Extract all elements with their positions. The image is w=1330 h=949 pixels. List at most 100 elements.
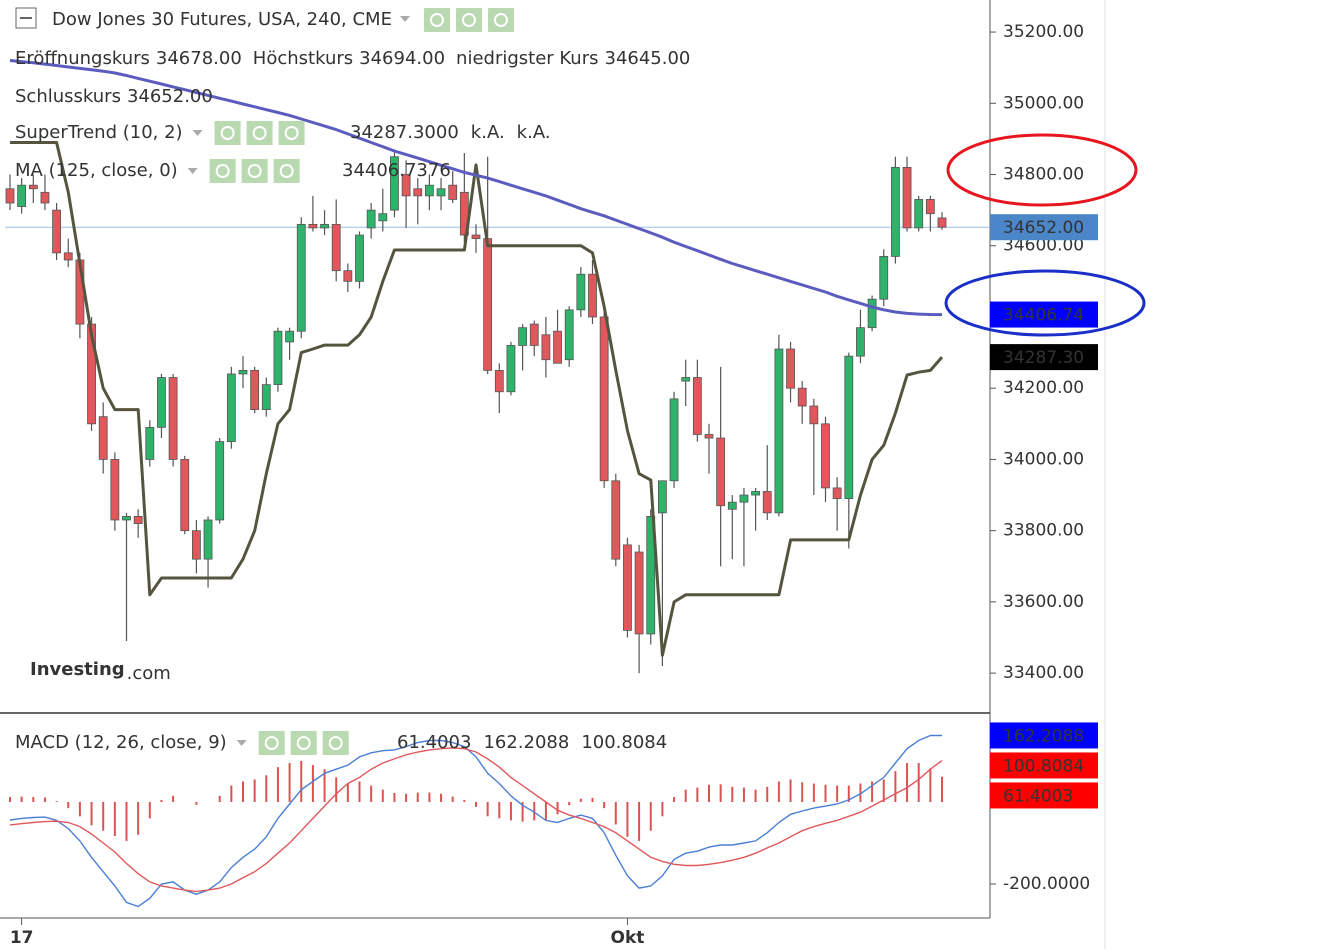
icon-glyph [296, 736, 311, 750]
candle-body [343, 270, 353, 282]
x-tick-label: Okt [611, 928, 645, 948]
candle-body [122, 516, 131, 521]
indicator-gear-button[interactable] [241, 159, 268, 183]
indicator-eye-button[interactable] [423, 8, 450, 32]
icon-glyph [264, 736, 279, 750]
icon-glyph [461, 13, 476, 27]
price-tag-label: 34406.74 [1003, 306, 1084, 326]
candle-body [494, 369, 504, 393]
candle-body [98, 416, 108, 460]
candle-body [704, 434, 714, 439]
legend-text: Höchstkurs [253, 48, 353, 69]
candle-body [331, 223, 341, 272]
candle-body [261, 384, 271, 410]
indicator-eye-button[interactable] [209, 159, 236, 183]
candle-body [238, 369, 248, 375]
candle-body [413, 188, 423, 197]
legend-text: k.A. [517, 122, 551, 143]
candle-body [17, 184, 27, 207]
indicator-gear-button[interactable] [290, 731, 317, 755]
indicator-eye-button[interactable] [214, 121, 241, 145]
macd-line [9, 747, 943, 893]
dropdown-arrow [236, 740, 247, 746]
candle-body [541, 334, 551, 361]
candle-body [63, 252, 73, 261]
candle-body [797, 387, 807, 407]
legend-text: 34652.00 [127, 86, 213, 107]
candle-body [658, 480, 667, 514]
y-tick-label: -200.0000 [1003, 874, 1090, 894]
candle-body [914, 199, 924, 229]
legend-text: Schlusskurs [15, 86, 121, 107]
candle-body [168, 377, 178, 460]
indicator-close-button[interactable] [278, 121, 305, 145]
candle-body [366, 209, 376, 229]
candle-body [133, 516, 143, 524]
candle-body [308, 223, 318, 229]
candle-body [355, 234, 364, 282]
candle-body [518, 327, 527, 346]
candle-body [285, 330, 295, 343]
candle-body [611, 480, 621, 560]
candle-body [739, 494, 749, 503]
icon-glyph [493, 13, 508, 27]
candle-body [588, 273, 597, 318]
candle-body [786, 348, 795, 389]
candle-body [646, 516, 656, 635]
value-tag-label: 100.8084 [1003, 756, 1084, 776]
candle-body [401, 174, 411, 197]
indicator-line [10, 141, 944, 657]
candle-body [40, 191, 50, 204]
value-tag [990, 782, 1098, 809]
y-tick-label: 34000.00 [1003, 449, 1084, 469]
candle-body [506, 345, 516, 393]
candle-body [28, 184, 38, 190]
candle-body [774, 348, 784, 514]
candle-body [250, 369, 260, 410]
watermark: .com [127, 663, 171, 684]
candle-body [378, 213, 388, 222]
highlight-ellipse [946, 133, 1138, 207]
legend-text: MACD (12, 26, close, 9) [15, 732, 227, 753]
candle-body [832, 487, 842, 500]
candle-body [821, 423, 830, 489]
candle-body [937, 217, 947, 228]
value-tag [990, 752, 1098, 779]
candle-body [867, 298, 877, 329]
indicator-close-button[interactable] [322, 731, 349, 755]
indicator-gear-button[interactable] [246, 121, 273, 145]
highlight-ellipse [944, 269, 1146, 337]
indicator-close-button[interactable] [273, 159, 300, 183]
candle-body [226, 373, 236, 443]
candle-body [553, 330, 562, 364]
candle-body [448, 184, 458, 200]
candle-body [634, 551, 644, 635]
indicator-eye-button[interactable] [258, 731, 285, 755]
candle-body [681, 377, 691, 382]
dropdown-arrow [187, 168, 198, 174]
legend-text: 34645.00 [605, 48, 691, 69]
legend-text: 100.8084 [581, 732, 667, 753]
candle-body [145, 426, 155, 460]
icon-glyph [220, 126, 235, 140]
candle-body [576, 273, 586, 311]
candle-body [390, 156, 399, 211]
legend-text: 61.4003 [397, 732, 471, 753]
value-tag-label: 162.2088 [1003, 726, 1084, 746]
x-tick-label: 17 [10, 928, 34, 948]
indicator-close-button[interactable] [487, 8, 514, 32]
candle-body [471, 234, 481, 240]
watermark: Investing [30, 659, 125, 680]
icon-glyph [279, 164, 294, 178]
indicator-gear-button[interactable] [455, 8, 482, 32]
legend-text: 34406.7376 [342, 160, 451, 181]
candle-body [180, 459, 190, 532]
candle-body [203, 519, 213, 560]
candle-body [891, 166, 900, 257]
candle-body [5, 188, 15, 204]
candle-body [273, 330, 283, 386]
candle-body [692, 377, 702, 435]
icon-glyph [247, 164, 262, 178]
price-tag [990, 344, 1098, 371]
